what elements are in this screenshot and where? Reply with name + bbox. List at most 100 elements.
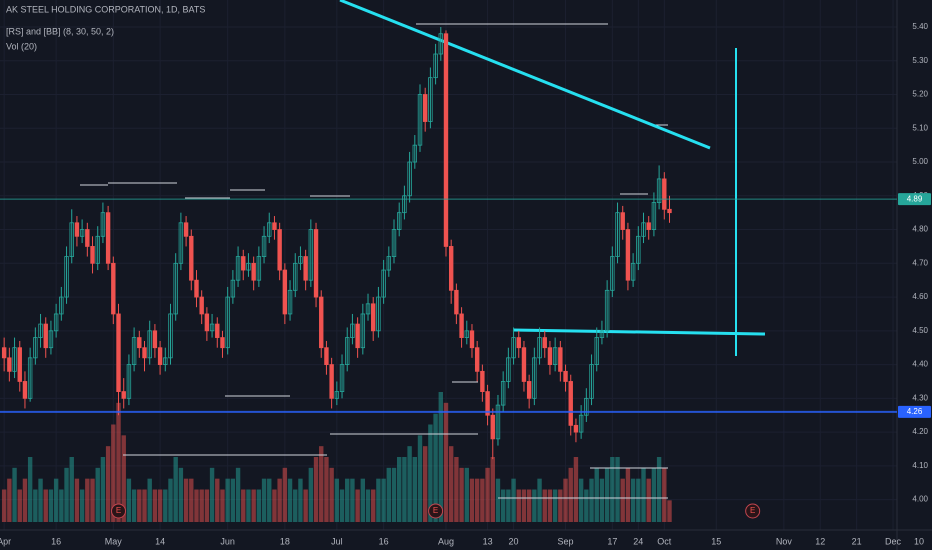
volume-bar bbox=[625, 467, 631, 522]
volume-bar bbox=[256, 489, 262, 522]
volume-bar bbox=[298, 478, 303, 522]
volume-bar bbox=[469, 478, 475, 522]
x-tick-label: 17 bbox=[607, 536, 617, 546]
x-tick-label: Jul bbox=[331, 536, 343, 546]
y-tick-label: 4.60 bbox=[912, 292, 928, 301]
volume-bar bbox=[454, 457, 459, 522]
indicator-label: [RS] and [BB] (8, 30, 50, 2) bbox=[6, 26, 114, 36]
volume-bar bbox=[417, 435, 423, 522]
trend-line bbox=[512, 328, 766, 336]
candle-body bbox=[402, 195, 407, 214]
candle-body bbox=[469, 330, 475, 349]
candle-body bbox=[511, 337, 516, 359]
candle-body bbox=[293, 262, 298, 291]
candle-body bbox=[64, 256, 69, 298]
volume-bar bbox=[33, 489, 38, 522]
candle-body bbox=[584, 397, 589, 416]
volume-bar bbox=[235, 467, 241, 522]
volume-bar bbox=[209, 467, 215, 522]
candle-body bbox=[324, 347, 329, 365]
candle-body bbox=[589, 364, 594, 399]
volume-bar bbox=[116, 402, 121, 522]
volume-bar bbox=[251, 489, 256, 522]
candle-body bbox=[194, 279, 199, 298]
candle-body bbox=[230, 279, 236, 298]
candle-body bbox=[620, 212, 625, 230]
volume-bar bbox=[636, 478, 641, 522]
candle-body bbox=[594, 337, 599, 365]
candle-body bbox=[287, 289, 293, 315]
candle-body bbox=[267, 222, 272, 237]
volume-bar bbox=[38, 478, 43, 522]
volume-bar bbox=[178, 467, 184, 522]
candle-body bbox=[407, 161, 412, 197]
volume-bar bbox=[511, 478, 516, 522]
y-tick-label: 4.30 bbox=[912, 393, 928, 402]
volume-bar bbox=[126, 478, 132, 522]
x-tick-label: 16 bbox=[51, 536, 61, 546]
volume-bar bbox=[12, 467, 17, 522]
candle-body bbox=[573, 424, 579, 433]
candle-body bbox=[303, 256, 308, 281]
volume-bar bbox=[552, 489, 558, 522]
volume-bar bbox=[474, 478, 480, 522]
candle-body bbox=[454, 289, 459, 315]
earnings-marker bbox=[428, 503, 444, 519]
volume-bar bbox=[277, 478, 282, 522]
volume-bar bbox=[137, 489, 142, 522]
x-tick-label: 12 bbox=[815, 536, 825, 546]
price-axis bbox=[897, 0, 932, 550]
candle-body bbox=[646, 222, 651, 230]
candle-body bbox=[225, 296, 230, 349]
candle-body bbox=[59, 296, 64, 315]
volume-bar bbox=[69, 457, 74, 522]
volume-bar bbox=[558, 489, 563, 522]
candle-body bbox=[615, 212, 620, 257]
candle-body bbox=[656, 178, 662, 203]
volume-bar bbox=[324, 457, 329, 522]
volume-bar bbox=[22, 478, 28, 522]
volume-bar bbox=[204, 489, 210, 522]
candle-body bbox=[147, 330, 152, 359]
candle-body bbox=[386, 256, 392, 271]
volume-bar bbox=[667, 500, 672, 522]
volume-bar bbox=[371, 489, 376, 522]
volume-bar bbox=[329, 467, 334, 522]
candle-body bbox=[433, 53, 438, 79]
volume-bar bbox=[157, 489, 163, 522]
candle-body bbox=[334, 391, 340, 399]
volume-bar bbox=[391, 467, 397, 522]
candle-body bbox=[235, 256, 241, 281]
x-tick-label: 21 bbox=[852, 536, 862, 546]
candle-body bbox=[558, 347, 563, 372]
candle-body bbox=[480, 370, 485, 392]
candle-body bbox=[339, 364, 345, 392]
volume-bar bbox=[225, 478, 230, 522]
trend-line bbox=[339, 0, 711, 150]
volume-bar bbox=[350, 478, 355, 522]
candle-body bbox=[625, 229, 631, 281]
volume-bar bbox=[48, 489, 54, 522]
candle-body bbox=[495, 404, 501, 440]
volume-bar bbox=[578, 478, 584, 522]
candle-body bbox=[220, 337, 225, 349]
volume-bar bbox=[345, 478, 350, 522]
earnings-label: E bbox=[750, 506, 755, 515]
candle-body bbox=[547, 347, 553, 365]
candle-body bbox=[178, 222, 184, 264]
volume-bar bbox=[381, 478, 386, 522]
candle-body bbox=[241, 256, 246, 271]
candle-body bbox=[500, 381, 506, 406]
candle-body bbox=[651, 202, 657, 230]
candle-body bbox=[641, 222, 646, 237]
x-tick-label: Oct bbox=[657, 536, 672, 546]
volume-bar bbox=[215, 478, 220, 522]
x-tick-label: May bbox=[105, 536, 123, 546]
candle-body bbox=[490, 414, 495, 440]
candle-body bbox=[121, 391, 126, 399]
volume-bar bbox=[615, 457, 620, 522]
volume-bar bbox=[568, 467, 573, 522]
volume-bar bbox=[287, 478, 293, 522]
